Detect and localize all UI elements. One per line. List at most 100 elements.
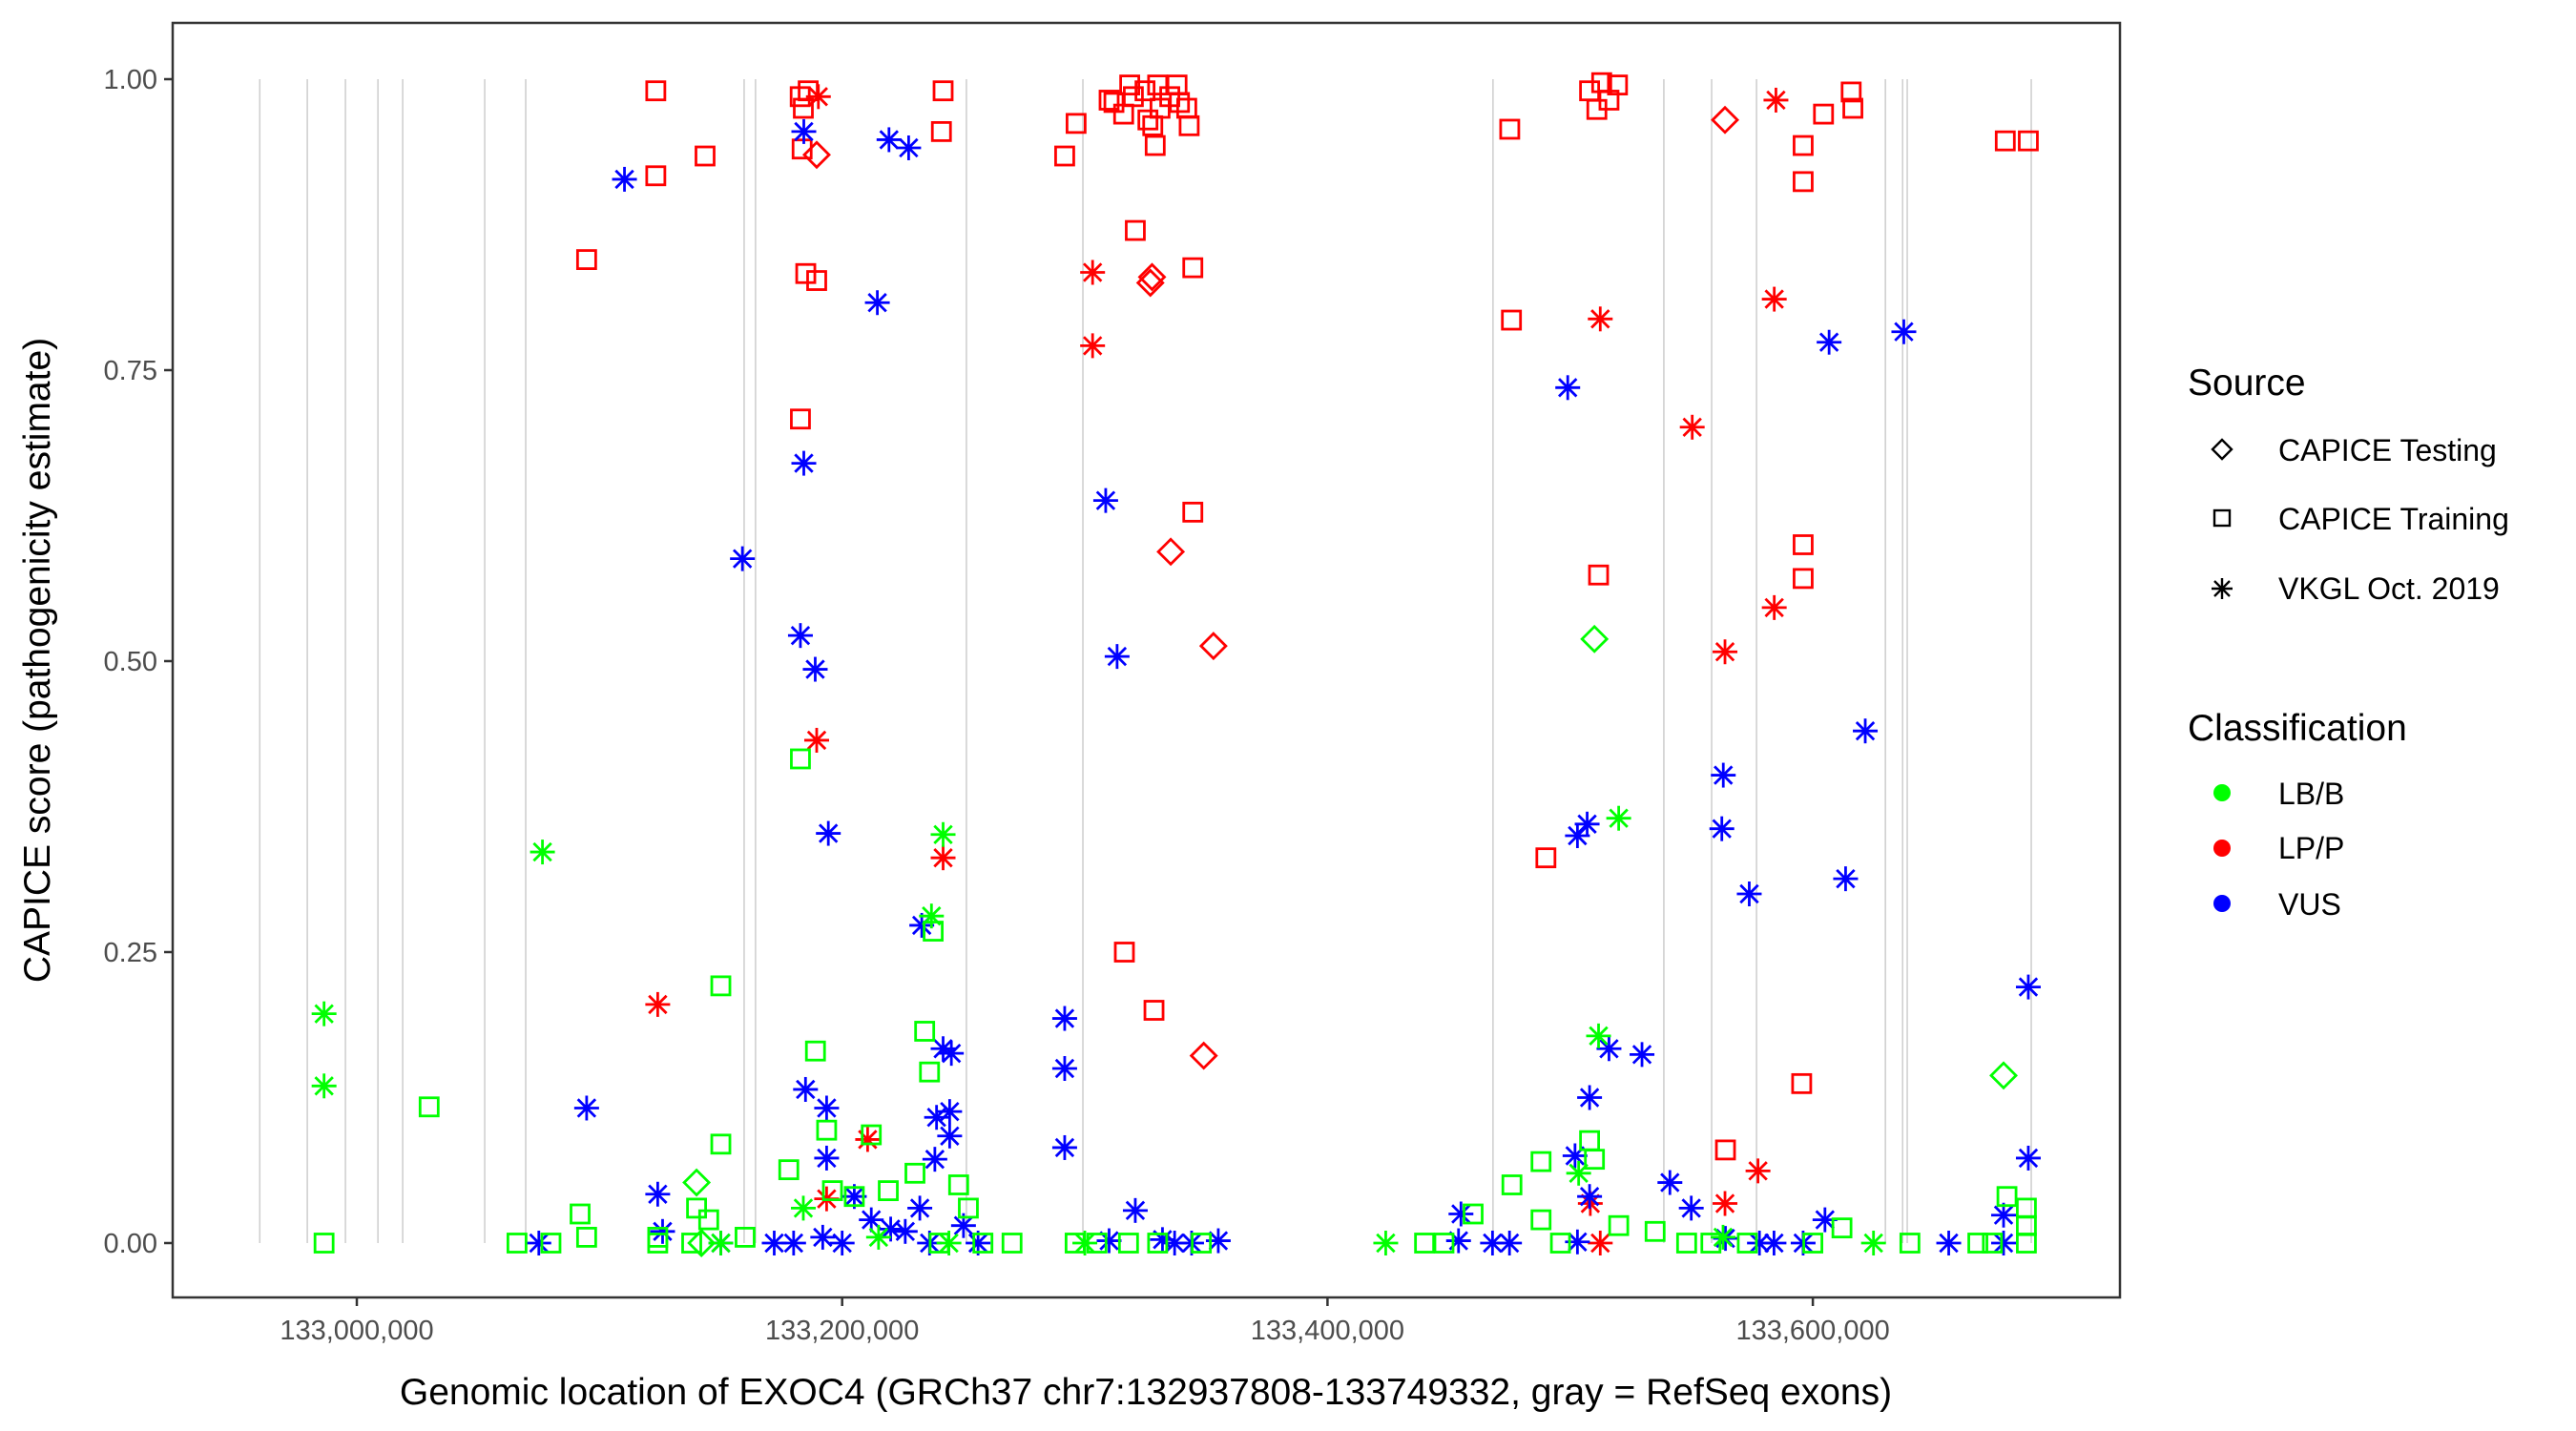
data-point-training <box>947 1174 969 1195</box>
data-point-training <box>1802 1233 1823 1254</box>
data-point-vkgl <box>896 135 922 160</box>
data-point-vkgl <box>1606 805 1631 831</box>
data-point-training <box>878 1180 899 1201</box>
data-point-training <box>418 1096 440 1118</box>
data-point-vkgl <box>816 820 841 846</box>
data-point-vkgl <box>803 727 829 753</box>
data-point-vkgl <box>1736 881 1762 906</box>
data-point-training <box>816 1119 838 1141</box>
data-point-testing <box>802 140 831 170</box>
data-point-training <box>695 145 716 167</box>
data-point-testing <box>682 1168 712 1197</box>
data-point-training <box>958 1197 979 1219</box>
data-point-training <box>1791 1072 1813 1094</box>
data-point-training <box>1736 1233 1758 1254</box>
data-point-training <box>1530 1151 1552 1172</box>
data-point-training <box>1433 1233 1455 1254</box>
data-point-vkgl <box>1588 306 1613 332</box>
data-point-vkgl <box>1745 1158 1771 1184</box>
data-point-testing <box>1198 632 1228 661</box>
data-point-training <box>1182 257 1204 279</box>
data-point-vkgl <box>1562 1143 1588 1169</box>
data-point-vkgl <box>1679 414 1705 440</box>
data-point-training <box>1054 145 1075 167</box>
data-point-vkgl <box>1991 1231 2017 1255</box>
y-tick-label: 0.75 <box>104 356 157 386</box>
data-point-testing <box>687 1229 717 1257</box>
legend-item-vus: VUS <box>2213 887 2341 922</box>
data-point-vkgl <box>1080 259 1106 285</box>
data-point-vkgl <box>2015 1145 2041 1171</box>
data-point-vkgl <box>1711 762 1736 788</box>
data-point-vkgl <box>864 290 890 316</box>
data-point-training <box>778 1159 800 1181</box>
data-point-training <box>1793 171 1814 193</box>
data-point-training <box>575 249 597 271</box>
diamond-icon <box>2211 438 2233 461</box>
data-point-vkgl <box>2015 974 2041 1000</box>
legend-label: CAPICE Training <box>2278 502 2509 536</box>
data-point-training <box>1086 1233 1108 1254</box>
data-point-training <box>1117 1233 1139 1254</box>
data-point-training <box>1675 1233 1697 1254</box>
data-point-vkgl <box>1833 866 1859 892</box>
data-point-vkgl <box>859 1207 884 1233</box>
data-point-vkgl <box>814 1095 840 1121</box>
data-point-training <box>923 921 944 942</box>
data-point-training <box>647 1233 669 1254</box>
data-point-training <box>904 1162 925 1184</box>
data-point-training <box>1178 114 1200 136</box>
x-tick-label: 133,600,000 <box>1735 1316 1889 1346</box>
data-point-testing <box>1711 105 1740 135</box>
legend-item-capice-training: CAPICE Training <box>2212 502 2509 536</box>
data-point-vkgl <box>805 84 831 110</box>
green-dot-icon <box>2213 784 2231 801</box>
data-point-training <box>1112 103 1134 125</box>
data-point-training <box>697 1209 719 1231</box>
x-axis: 133,000,000 133,200,000 133,400,000 133,600… <box>280 1297 1890 1346</box>
data-point-training <box>1842 97 1863 119</box>
data-point-vkgl <box>645 991 671 1017</box>
data-point-vkgl <box>1565 823 1590 848</box>
data-point-training <box>1967 1233 1988 1254</box>
y-axis: 0.00 0.25 0.50 0.75 1.00 <box>104 65 173 1259</box>
data-point-training <box>1001 1233 1023 1254</box>
data-point-vkgl <box>791 450 817 476</box>
legend-label: LB/B <box>2278 777 2344 811</box>
data-point-vkgl <box>1373 1231 1399 1255</box>
data-point-vkgl <box>1817 329 1842 355</box>
x-tick-label: 133,400,000 <box>1251 1316 1404 1346</box>
data-point-testing <box>1580 624 1610 653</box>
data-point-training <box>1607 74 1629 95</box>
data-point-training <box>930 120 952 142</box>
data-point-training <box>1644 1220 1666 1242</box>
data-point-training <box>1588 564 1610 586</box>
data-point-vkgl <box>650 1218 675 1244</box>
legend-item-vkgl: VKGL Oct. 2019 <box>2212 571 2500 606</box>
data-point-training <box>919 1061 941 1083</box>
exon-lines <box>259 79 2032 1243</box>
data-point-testing <box>1189 1041 1218 1070</box>
data-point-training <box>1840 81 1862 103</box>
data-point-vkgl <box>1577 1085 1603 1110</box>
data-point-vkgl <box>1853 718 1879 744</box>
data-point-testing <box>1135 268 1165 298</box>
data-point-vkgl <box>1713 1191 1738 1216</box>
data-point-vkgl <box>791 1195 817 1221</box>
data-point-training <box>645 80 667 102</box>
data-point-vkgl <box>1096 1228 1122 1254</box>
red-dot-icon <box>2213 840 2231 857</box>
data-point-vkgl <box>865 1224 891 1250</box>
data-point-training <box>1191 1233 1213 1254</box>
data-point-vkgl <box>1122 1197 1148 1223</box>
data-point-training <box>1119 74 1141 95</box>
y-tick-label: 0.00 <box>104 1229 157 1259</box>
data-point-vkgl <box>937 1123 963 1149</box>
data-point-vkgl <box>1104 644 1130 670</box>
data-point-vkgl <box>1761 286 1787 312</box>
data-point-vkgl <box>612 166 637 192</box>
data-point-vkgl <box>311 1001 337 1027</box>
data-point-training <box>681 1233 702 1254</box>
asterisk-icon <box>2212 578 2233 599</box>
